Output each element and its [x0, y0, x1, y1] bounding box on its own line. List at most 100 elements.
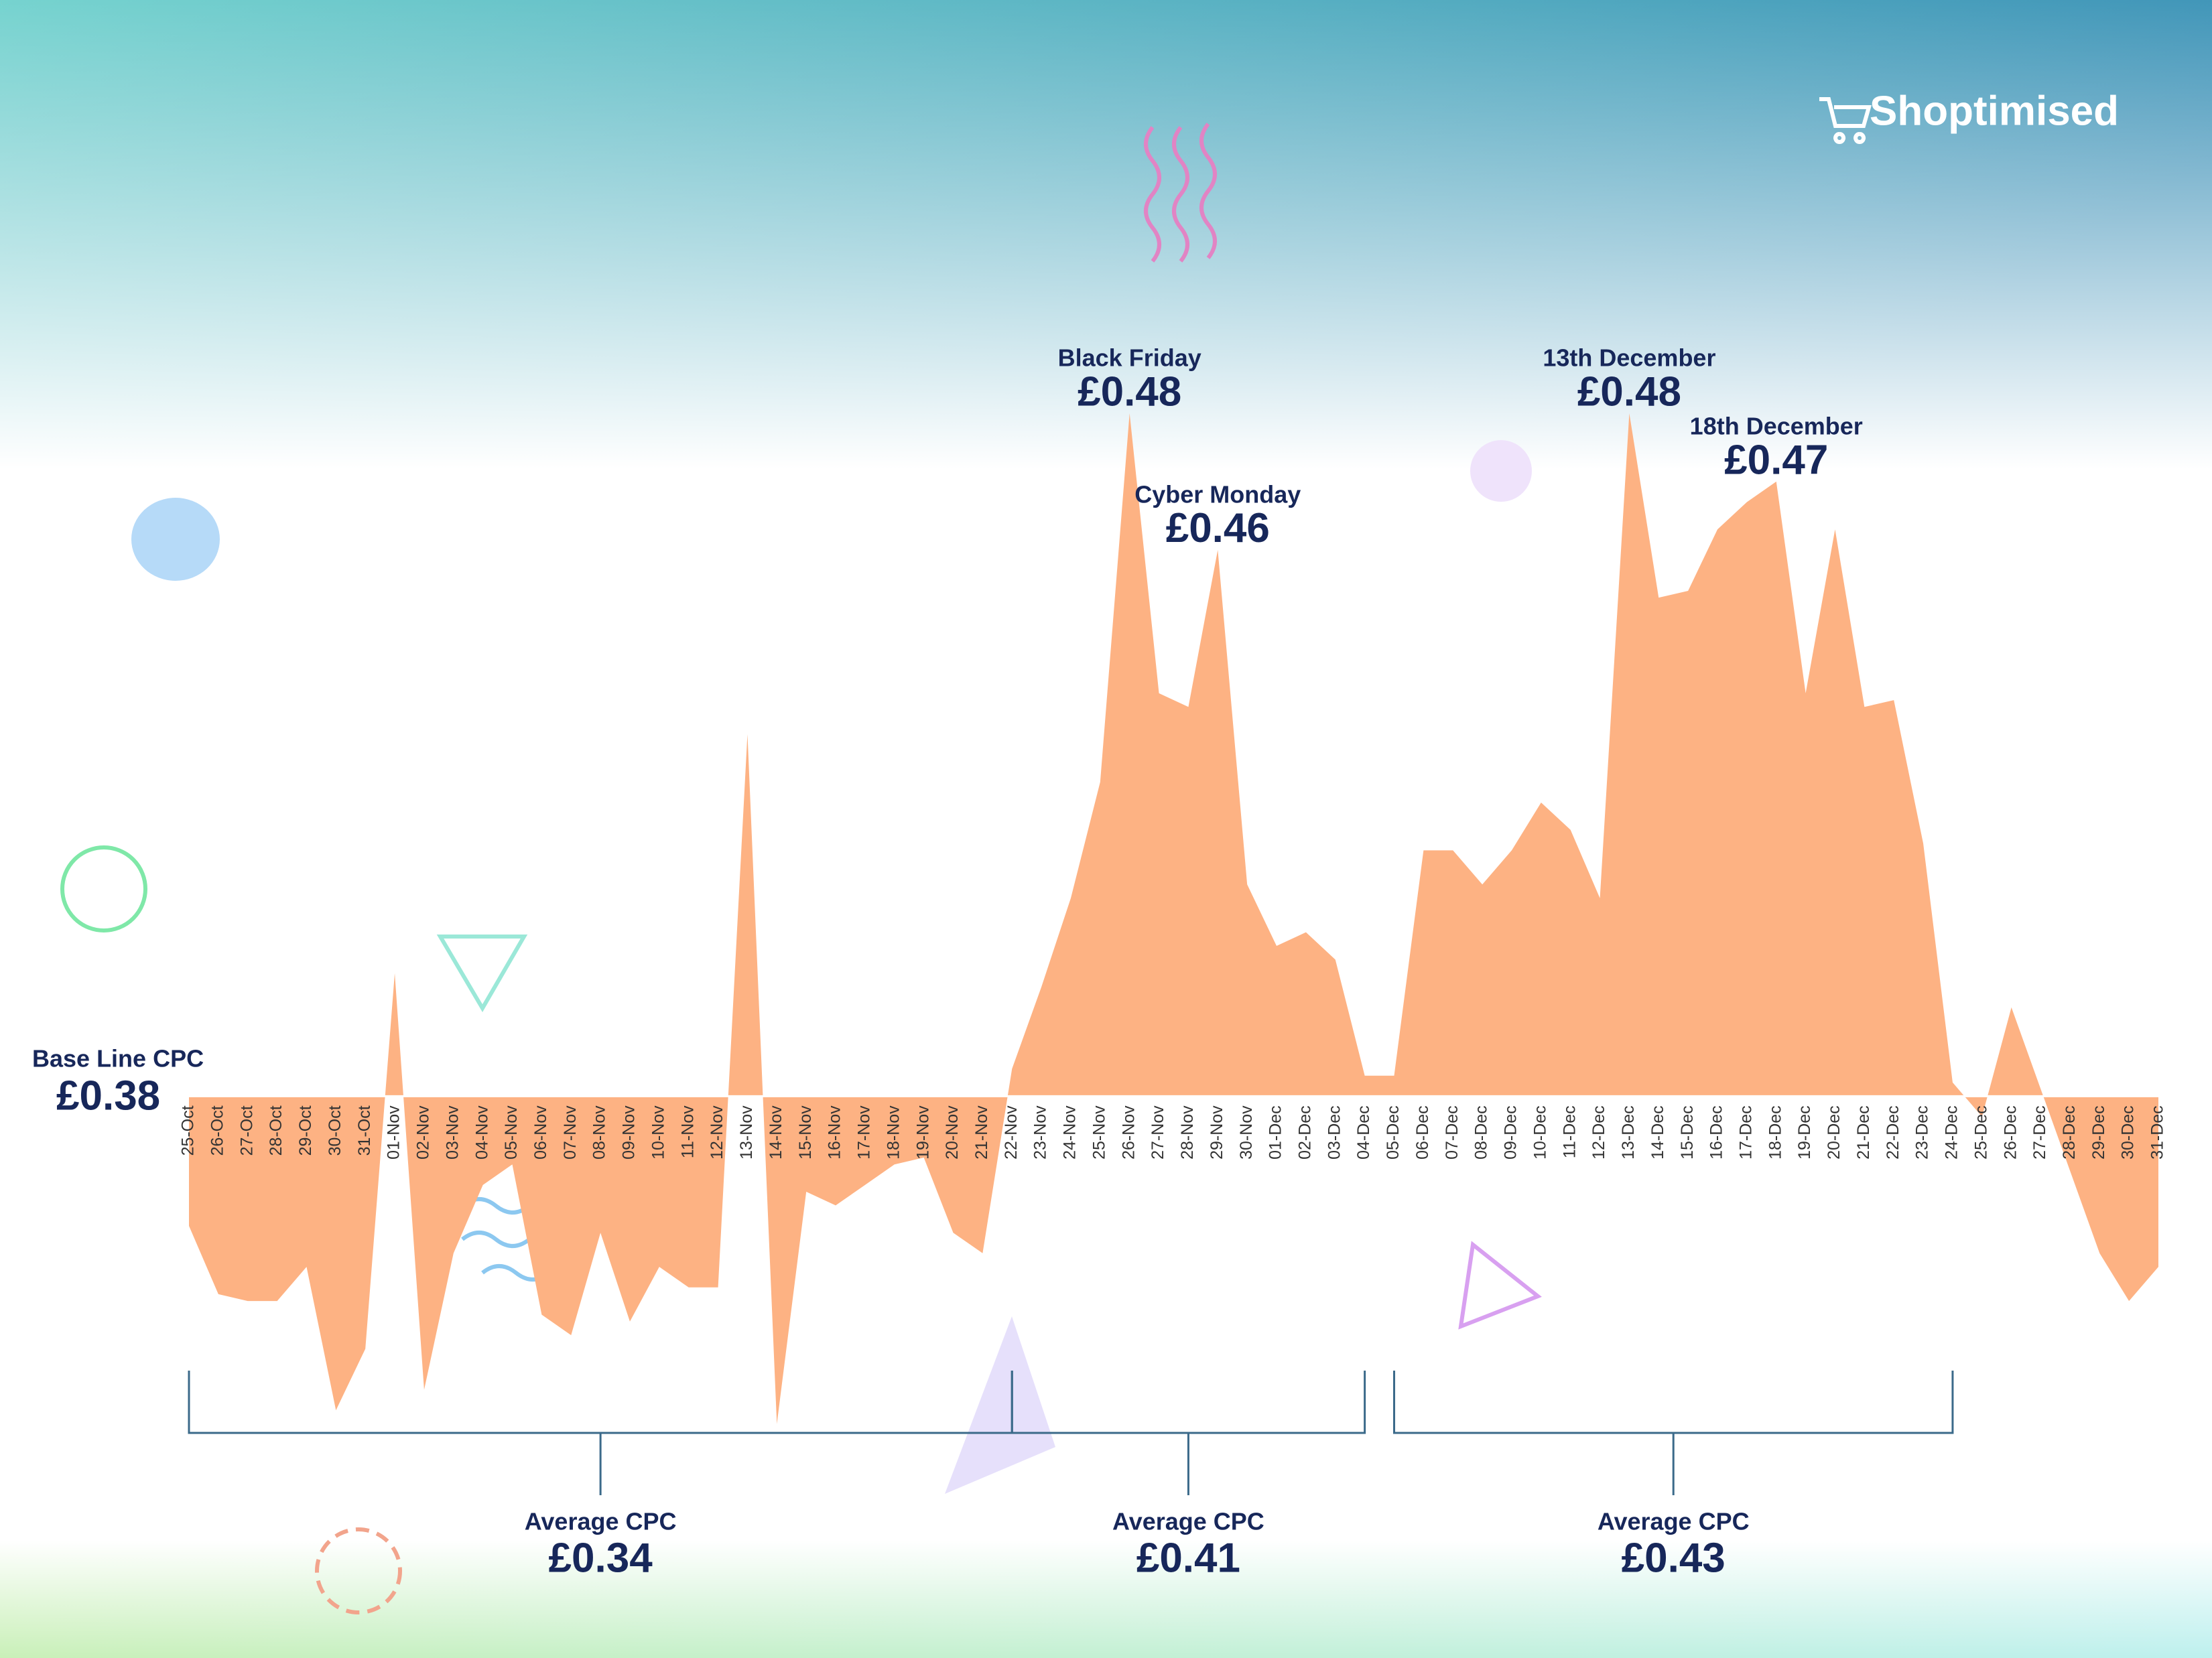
x-tick-label: 30-Dec [2119, 1105, 2138, 1160]
average-label: Average CPC [1598, 1508, 1750, 1535]
average-label: Average CPC [1112, 1508, 1264, 1535]
x-tick-label: 18-Dec [1766, 1105, 1784, 1160]
average-label: Average CPC [525, 1508, 677, 1535]
x-tick-label: 31-Oct [355, 1105, 374, 1156]
x-tick-label: 24-Dec [1943, 1105, 1961, 1160]
x-tick-label: 02-Nov [414, 1105, 433, 1160]
annotation-value: £0.48 [1078, 368, 1181, 415]
x-tick-label: 25-Nov [1090, 1105, 1108, 1160]
x-tick-label: 11-Nov [678, 1105, 697, 1158]
x-tick-label: 13-Dec [1619, 1105, 1638, 1160]
x-tick-label: 23-Nov [1031, 1105, 1050, 1160]
x-tick-label: 29-Oct [296, 1105, 315, 1156]
baseline-value: £0.38 [56, 1073, 160, 1119]
x-tick-label: 21-Nov [972, 1105, 991, 1160]
x-tick-label: 10-Nov [649, 1105, 667, 1160]
x-tick-label: 30-Oct [326, 1105, 344, 1156]
annotation-label: Cyber Monday [1134, 480, 1301, 508]
average-value: £0.34 [549, 1535, 653, 1581]
bracket [1011, 1371, 1366, 1495]
x-tick-label: 08-Nov [590, 1105, 609, 1160]
x-tick-label: 19-Nov [913, 1105, 932, 1160]
x-tick-label: 06-Nov [531, 1105, 550, 1160]
area [189, 413, 2158, 1424]
x-tick-label: 21-Dec [1854, 1105, 1873, 1160]
brand: Shoptimised [1870, 88, 2119, 134]
x-tick-label: 03-Dec [1325, 1105, 1344, 1160]
x-tick-label: 09-Nov [620, 1105, 639, 1160]
x-tick-label: 03-Nov [443, 1105, 462, 1160]
x-tick-label: 27-Oct [237, 1105, 256, 1156]
x-tick-label: 24-Nov [1061, 1105, 1080, 1160]
deco-dashed-circle [315, 1527, 402, 1614]
x-tick-label: 20-Nov [943, 1105, 962, 1160]
x-tick-label: 22-Dec [1884, 1105, 1902, 1160]
x-tick-label: 28-Oct [267, 1105, 285, 1156]
x-tick-label: 28-Dec [2060, 1105, 2079, 1160]
deco-waves [1144, 123, 1217, 263]
average-value: £0.41 [1136, 1535, 1240, 1581]
x-tick-label: 26-Nov [1119, 1105, 1138, 1160]
x-tick-label: 23-Dec [1913, 1105, 1932, 1160]
logo: Shoptimised [1819, 88, 2119, 144]
x-tick-label: 02-Dec [1296, 1105, 1315, 1160]
x-tick-label: 12-Nov [708, 1105, 726, 1160]
bracket [1392, 1371, 1954, 1495]
deco-bubble [1470, 440, 1532, 502]
annotation-label: Black Friday [1058, 344, 1201, 371]
x-tick-label: 07-Dec [1443, 1105, 1461, 1160]
x-tick-label: 28-Nov [1178, 1105, 1197, 1160]
x-tick-label: 14-Nov [767, 1105, 785, 1160]
x-tick-label: 07-Nov [561, 1105, 580, 1160]
x-tick-label: 29-Dec [2089, 1105, 2108, 1160]
x-tick-label: 25-Oct [179, 1105, 198, 1156]
x-tick-label: 27-Nov [1149, 1105, 1167, 1160]
baseline-label: Base Line CPC [32, 1045, 204, 1073]
x-tick-label: 08-Dec [1472, 1105, 1491, 1160]
x-tick-label: 01-Nov [385, 1105, 403, 1160]
x-tick-label: 13-Nov [737, 1105, 756, 1160]
decorations [60, 123, 1542, 1614]
x-tick-label: 14-Dec [1648, 1105, 1667, 1160]
x-tick-label: 05-Nov [502, 1105, 521, 1160]
logo-cart [1819, 97, 1872, 144]
annotation-label: 18th December [1690, 412, 1863, 439]
x-tick-label: 04-Dec [1354, 1105, 1373, 1160]
average-value: £0.43 [1622, 1535, 1726, 1581]
x-tick-label: 15-Nov [796, 1105, 815, 1160]
x-tick-label: 29-Nov [1208, 1105, 1226, 1160]
annotation-label: 13th December [1543, 344, 1715, 371]
deco-shape [945, 1316, 1055, 1494]
x-tick-label: 19-Dec [1795, 1105, 1814, 1160]
deco-triangle [1458, 1241, 1542, 1330]
x-tick-label: 15-Dec [1678, 1105, 1697, 1160]
deco-circle [60, 845, 147, 932]
x-tick-label: 31-Dec [2148, 1105, 2167, 1160]
x-tick-label: 25-Dec [1971, 1105, 1990, 1160]
x-tick-label: 04-Nov [472, 1105, 491, 1160]
x-tick-label: 12-Dec [1589, 1105, 1608, 1160]
top-fade [0, 0, 2212, 469]
annotation-value: £0.47 [1724, 437, 1828, 483]
x-tick-label: 18-Nov [884, 1105, 903, 1160]
x-tick-label: 22-Nov [1002, 1105, 1021, 1160]
x-tick-label: 11-Dec [1560, 1105, 1579, 1158]
deco-blob [131, 498, 220, 581]
x-tick-label: 27-Dec [2030, 1105, 2049, 1160]
annotation-value: £0.48 [1577, 368, 1681, 415]
x-tick-label: 16-Dec [1707, 1105, 1726, 1160]
bottom-fade [0, 1541, 2212, 1658]
x-tick-label: 16-Nov [826, 1105, 844, 1160]
x-tick-label: 20-Dec [1825, 1105, 1843, 1160]
x-tick-label: 17-Nov [855, 1105, 874, 1160]
annotation-value: £0.46 [1166, 505, 1270, 551]
x-tick-label: 26-Oct [208, 1105, 226, 1156]
x-tick-label: 10-Dec [1531, 1105, 1549, 1160]
x-tick-label: 30-Nov [1237, 1105, 1256, 1160]
x-tick-label: 06-Dec [1413, 1105, 1432, 1160]
x-tick-label: 01-Dec [1266, 1105, 1285, 1160]
x-tick-label: 05-Dec [1384, 1105, 1403, 1160]
x-tick-label: 09-Dec [1502, 1105, 1520, 1160]
